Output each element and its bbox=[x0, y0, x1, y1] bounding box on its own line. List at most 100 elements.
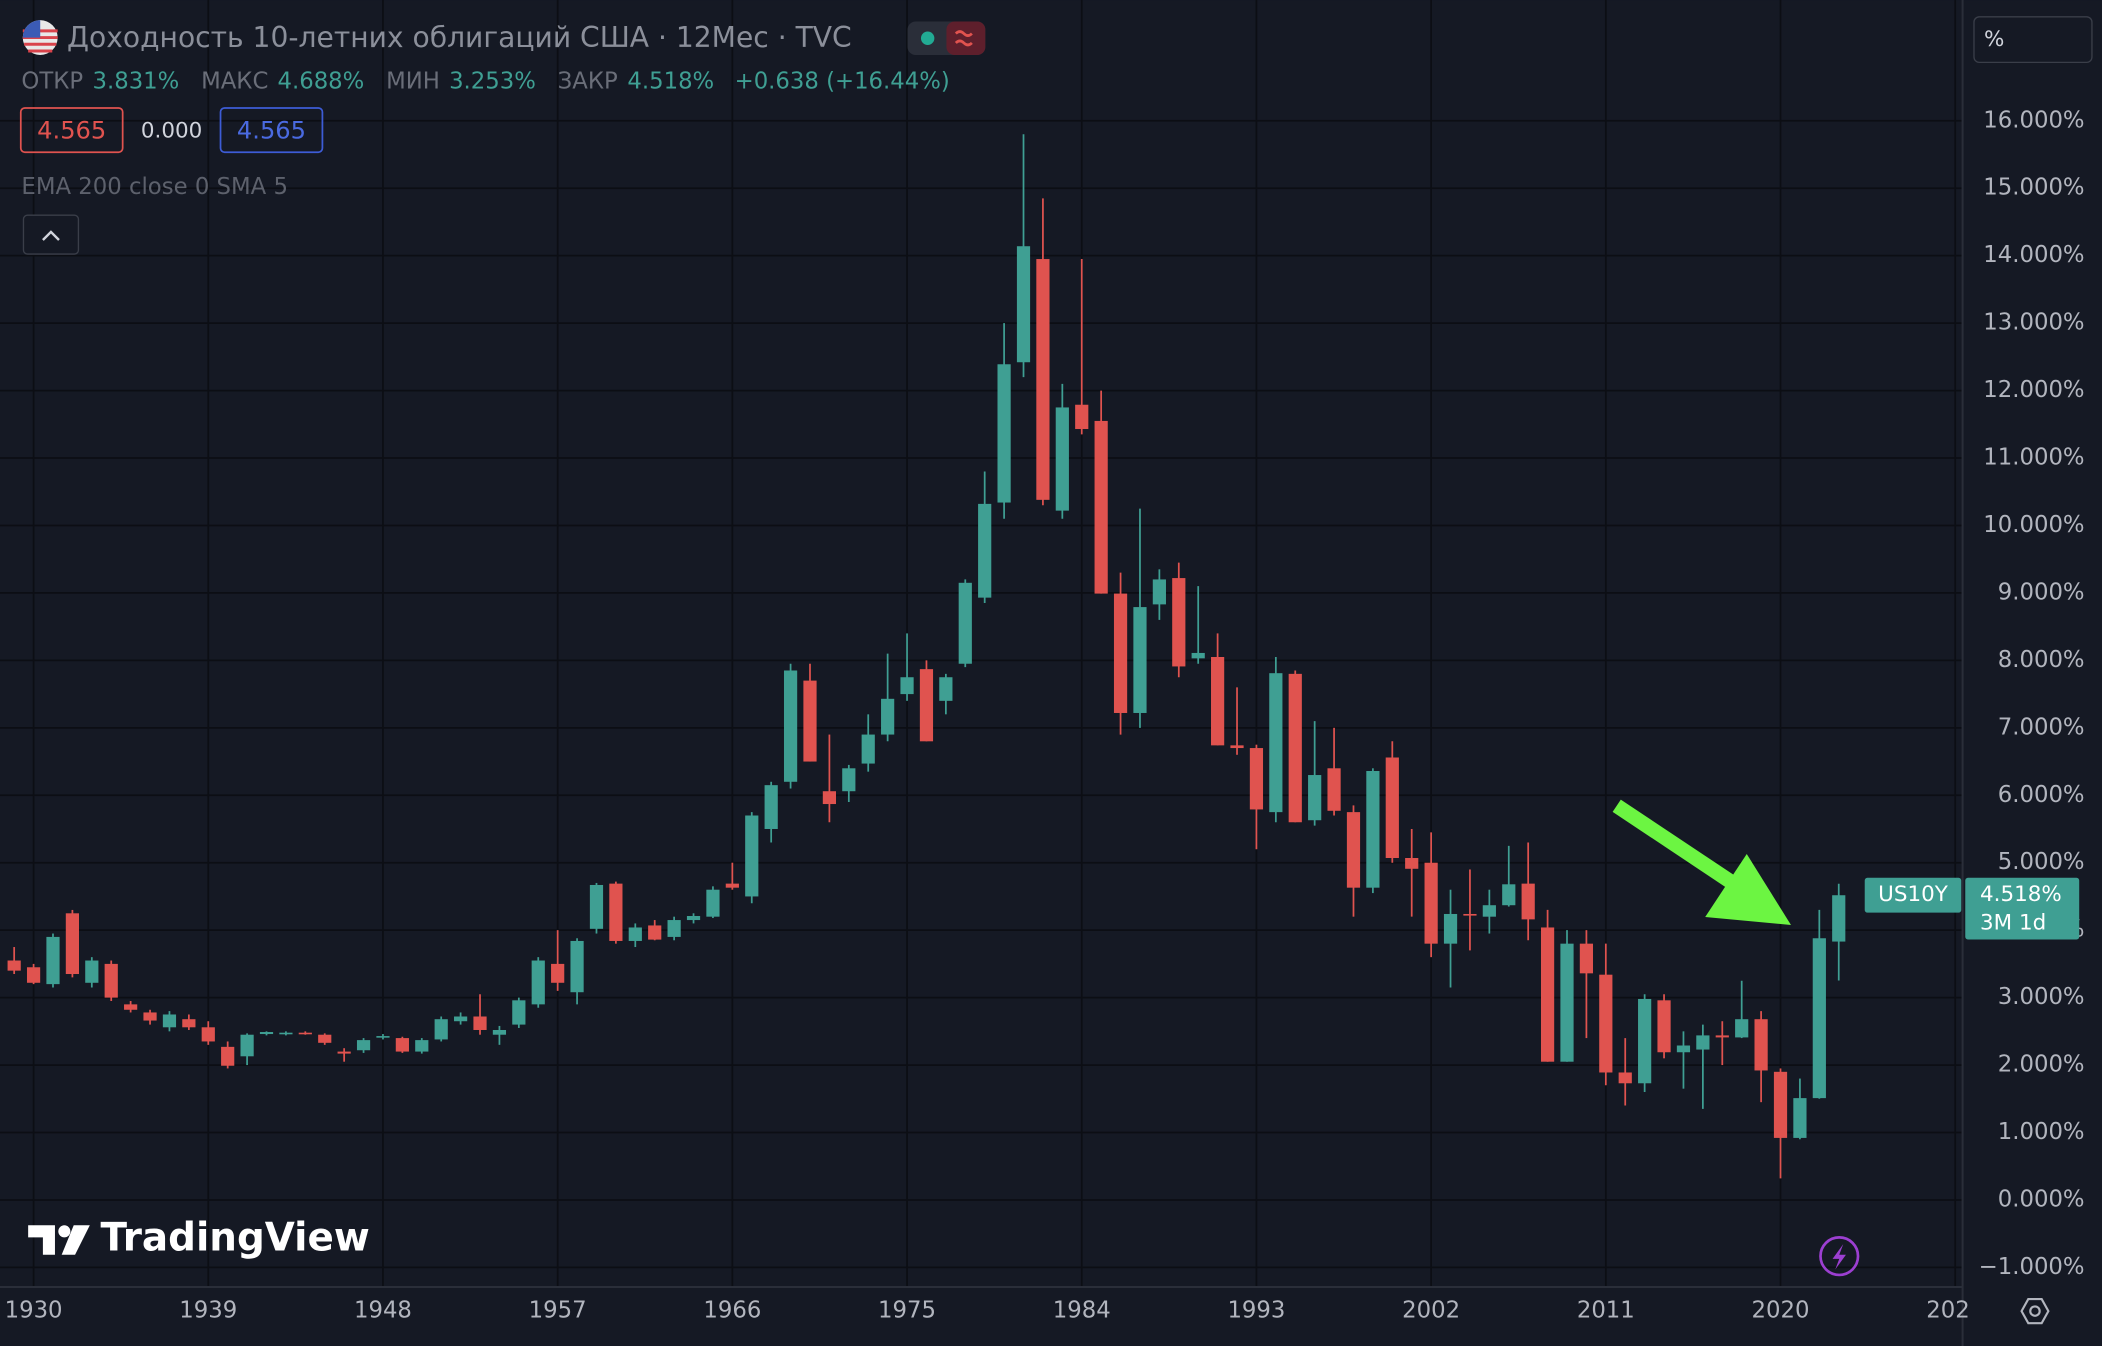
y-tick-label: 13.000% bbox=[1983, 310, 2084, 336]
annotation-arrow bbox=[1612, 799, 1791, 926]
candle-body bbox=[1696, 1035, 1710, 1050]
candle-body bbox=[881, 698, 895, 735]
candle-body bbox=[1618, 1072, 1632, 1084]
candle-body bbox=[667, 920, 681, 937]
candle-body bbox=[298, 1032, 312, 1035]
candle-body bbox=[1676, 1045, 1691, 1053]
candle-body bbox=[978, 503, 992, 598]
candle-body bbox=[1715, 1035, 1729, 1038]
chart-title: Доходность 10-летних облигаций США · 12М… bbox=[67, 21, 852, 54]
candle-body bbox=[65, 913, 80, 975]
y-tick-label: 5.000% bbox=[1998, 849, 2085, 875]
ohlc-label: ОТКР bbox=[21, 68, 83, 94]
candle-body bbox=[686, 916, 701, 921]
ask-box[interactable] bbox=[219, 107, 324, 154]
candle-body bbox=[1560, 943, 1574, 1062]
candle-body bbox=[201, 1027, 215, 1042]
candle-body bbox=[376, 1036, 390, 1038]
y-tick-label: 12.000% bbox=[1983, 377, 2084, 403]
candle-body bbox=[1657, 1000, 1671, 1053]
lightning-button[interactable] bbox=[1819, 1236, 1860, 1277]
y-tick-label: 14.000% bbox=[1983, 242, 2084, 268]
symbol-label: US10Y bbox=[1878, 882, 1949, 907]
candle-body bbox=[337, 1051, 351, 1054]
y-tick-label: 1.000% bbox=[1998, 1119, 2085, 1145]
settings-button[interactable] bbox=[2020, 1297, 2050, 1325]
x-tick-label: 1984 bbox=[1053, 1298, 1111, 1324]
candle-body bbox=[162, 1014, 177, 1028]
candle-body bbox=[1191, 652, 1205, 659]
candle-body bbox=[570, 940, 584, 993]
candle-body bbox=[1016, 246, 1031, 363]
collapse-button[interactable] bbox=[22, 214, 80, 255]
candle-body bbox=[551, 963, 565, 983]
x-tick-label: 2020 bbox=[1752, 1298, 1810, 1324]
candle-body bbox=[1230, 745, 1244, 749]
candle-body bbox=[1094, 420, 1108, 594]
y-tick-label: −1.000% bbox=[1979, 1254, 2085, 1280]
bid: 4.565 bbox=[37, 116, 106, 144]
candle-body bbox=[473, 1016, 487, 1030]
x-axis: 1930 1939 1948 1957 1966 1975 1984 1993 2002 2011… bbox=[5, 1298, 1971, 1324]
candle-body bbox=[46, 936, 60, 985]
ohlc-value: 3.253% bbox=[449, 68, 536, 94]
x-tick-label: 1930 bbox=[5, 1298, 63, 1324]
y-tick-label: 0.000% bbox=[1998, 1186, 2085, 1212]
scale-mode-button[interactable]: % bbox=[1973, 16, 2093, 64]
candle-body bbox=[706, 889, 720, 917]
status-badges[interactable] bbox=[907, 21, 986, 56]
last-price-tag bbox=[1965, 877, 2080, 940]
candle-body bbox=[1366, 770, 1380, 888]
candle-body bbox=[1793, 1098, 1807, 1138]
last-price: 4.518% bbox=[1980, 882, 2062, 907]
candle-body bbox=[1599, 974, 1613, 1073]
candle-body bbox=[939, 677, 953, 701]
candle-body bbox=[531, 960, 545, 1005]
bid-box[interactable] bbox=[19, 107, 124, 154]
candle-body bbox=[259, 1032, 274, 1035]
candle-body bbox=[648, 925, 662, 940]
candle-body bbox=[1308, 775, 1322, 821]
y-tick-label: 16.000% bbox=[1983, 107, 2084, 133]
candle-body bbox=[279, 1032, 293, 1035]
candle-body bbox=[7, 960, 21, 971]
candle-body bbox=[1502, 884, 1516, 906]
candle-body bbox=[415, 1040, 429, 1052]
candle-body bbox=[900, 677, 914, 695]
ohlc-label: ЗАКР bbox=[558, 68, 618, 94]
candle-body bbox=[1638, 998, 1652, 1084]
ohlc-label: МАКС bbox=[201, 68, 268, 94]
grid bbox=[0, 0, 1963, 1287]
x-tick-label: 1966 bbox=[703, 1298, 761, 1324]
candle-body bbox=[182, 1019, 196, 1028]
y-tick-label: 3.000% bbox=[1998, 984, 2085, 1010]
candle-body bbox=[842, 768, 856, 792]
candle-body bbox=[221, 1046, 235, 1066]
candle-body bbox=[1521, 883, 1535, 920]
candle-body bbox=[240, 1034, 254, 1057]
candle-body bbox=[1113, 593, 1128, 713]
candle-body bbox=[1249, 748, 1264, 810]
candle-body bbox=[745, 815, 759, 897]
ask: 4.565 bbox=[237, 116, 306, 144]
candle-body bbox=[454, 1016, 468, 1022]
candle-body bbox=[1579, 943, 1594, 974]
candle-body bbox=[1812, 938, 1826, 1099]
y-tick-label: 7.000% bbox=[1998, 714, 2085, 740]
x-tick-label: 2002 bbox=[1402, 1298, 1460, 1324]
x-tick-label: 1975 bbox=[878, 1298, 936, 1324]
candle-body bbox=[1133, 607, 1147, 713]
candle-body bbox=[143, 1012, 157, 1021]
candle-body bbox=[1288, 673, 1302, 823]
candle-body bbox=[1540, 927, 1555, 1062]
candle-body bbox=[104, 963, 118, 998]
x-tick-label: 1948 bbox=[354, 1298, 412, 1324]
scale-mode: % bbox=[1984, 27, 2004, 52]
y-tick-label: 9.000% bbox=[1998, 579, 2085, 605]
logo-text: TradingView bbox=[101, 1216, 370, 1261]
y-tick-label: 15.000% bbox=[1983, 175, 2084, 201]
candle-body bbox=[861, 734, 875, 764]
candle-body bbox=[1055, 407, 1069, 511]
y-tick-label: 11.000% bbox=[1983, 445, 2084, 471]
